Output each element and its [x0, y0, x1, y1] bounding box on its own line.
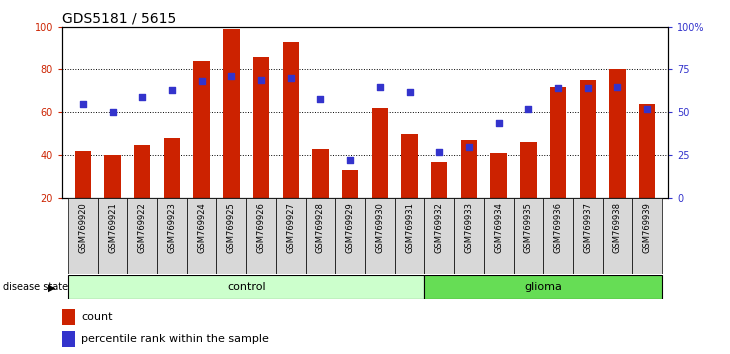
Bar — [253, 57, 269, 198]
Text: GSM769932: GSM769932 — [435, 202, 444, 253]
Text: percentile rank within the sample: percentile rank within the sample — [82, 334, 269, 344]
Text: GSM769928: GSM769928 — [316, 202, 325, 253]
Text: GSM769924: GSM769924 — [197, 202, 206, 253]
Bar — [543, 198, 573, 274]
Bar — [187, 198, 217, 274]
Bar — [246, 198, 276, 274]
Point — [642, 106, 653, 112]
Point — [255, 77, 267, 82]
Bar — [491, 153, 507, 198]
Bar — [276, 198, 306, 274]
Text: GSM769926: GSM769926 — [256, 202, 266, 253]
Text: GSM769936: GSM769936 — [553, 202, 563, 253]
Text: GDS5181 / 5615: GDS5181 / 5615 — [62, 11, 177, 25]
Text: ▶: ▶ — [48, 282, 55, 292]
Text: disease state: disease state — [3, 282, 68, 292]
Text: GSM769922: GSM769922 — [138, 202, 147, 253]
Text: GSM769925: GSM769925 — [227, 202, 236, 253]
Bar — [520, 142, 537, 198]
Point — [404, 89, 415, 95]
Point — [137, 94, 148, 100]
Point — [285, 75, 296, 81]
Text: GSM769927: GSM769927 — [286, 202, 295, 253]
Bar — [306, 198, 335, 274]
Point — [345, 158, 356, 163]
Bar — [632, 198, 662, 274]
Text: GSM769921: GSM769921 — [108, 202, 117, 253]
Bar — [68, 198, 98, 274]
Bar — [513, 198, 543, 274]
Bar — [193, 61, 210, 198]
Text: GSM769920: GSM769920 — [78, 202, 88, 253]
Point — [196, 79, 207, 84]
Point — [166, 87, 178, 93]
Text: GSM769938: GSM769938 — [613, 202, 622, 253]
Bar — [223, 29, 239, 198]
Bar — [431, 162, 447, 198]
Bar — [550, 87, 566, 198]
Point — [552, 86, 564, 91]
Text: glioma: glioma — [524, 282, 562, 292]
Bar — [573, 198, 602, 274]
Point — [523, 106, 534, 112]
Bar — [610, 69, 626, 198]
Bar — [217, 198, 246, 274]
Bar — [454, 198, 484, 274]
Bar — [157, 198, 187, 274]
Point — [315, 96, 326, 102]
Bar — [602, 198, 632, 274]
Bar — [335, 198, 365, 274]
Point — [77, 101, 88, 107]
Bar — [402, 134, 418, 198]
Bar — [484, 198, 513, 274]
Bar — [128, 198, 157, 274]
Bar — [62, 331, 75, 347]
Text: GSM769933: GSM769933 — [464, 202, 474, 253]
Bar — [74, 151, 91, 198]
Point — [107, 110, 118, 115]
Bar — [639, 104, 656, 198]
Bar — [580, 80, 596, 198]
Point — [434, 149, 445, 155]
Text: GSM769939: GSM769939 — [642, 202, 652, 253]
Bar — [365, 198, 395, 274]
Bar — [134, 144, 150, 198]
Bar — [164, 138, 180, 198]
Text: GSM769931: GSM769931 — [405, 202, 414, 253]
Point — [226, 74, 237, 79]
Text: GSM769934: GSM769934 — [494, 202, 503, 253]
Bar — [68, 275, 424, 299]
Bar — [372, 108, 388, 198]
Point — [582, 86, 593, 91]
Bar — [62, 309, 75, 325]
Text: count: count — [82, 312, 113, 322]
Point — [612, 84, 623, 90]
Bar — [395, 198, 424, 274]
Text: GSM769930: GSM769930 — [375, 202, 385, 253]
Bar — [98, 198, 128, 274]
Text: GSM769937: GSM769937 — [583, 202, 592, 253]
Text: GSM769929: GSM769929 — [345, 202, 355, 253]
Bar — [342, 170, 358, 198]
Text: GSM769923: GSM769923 — [167, 202, 177, 253]
Point — [493, 120, 504, 126]
Bar — [312, 149, 328, 198]
Bar — [424, 198, 454, 274]
Point — [463, 144, 474, 149]
Bar — [283, 41, 299, 198]
Bar — [461, 140, 477, 198]
Bar — [104, 155, 120, 198]
Point — [374, 84, 385, 90]
Text: GSM769935: GSM769935 — [524, 202, 533, 253]
Text: control: control — [227, 282, 266, 292]
Bar — [424, 275, 662, 299]
